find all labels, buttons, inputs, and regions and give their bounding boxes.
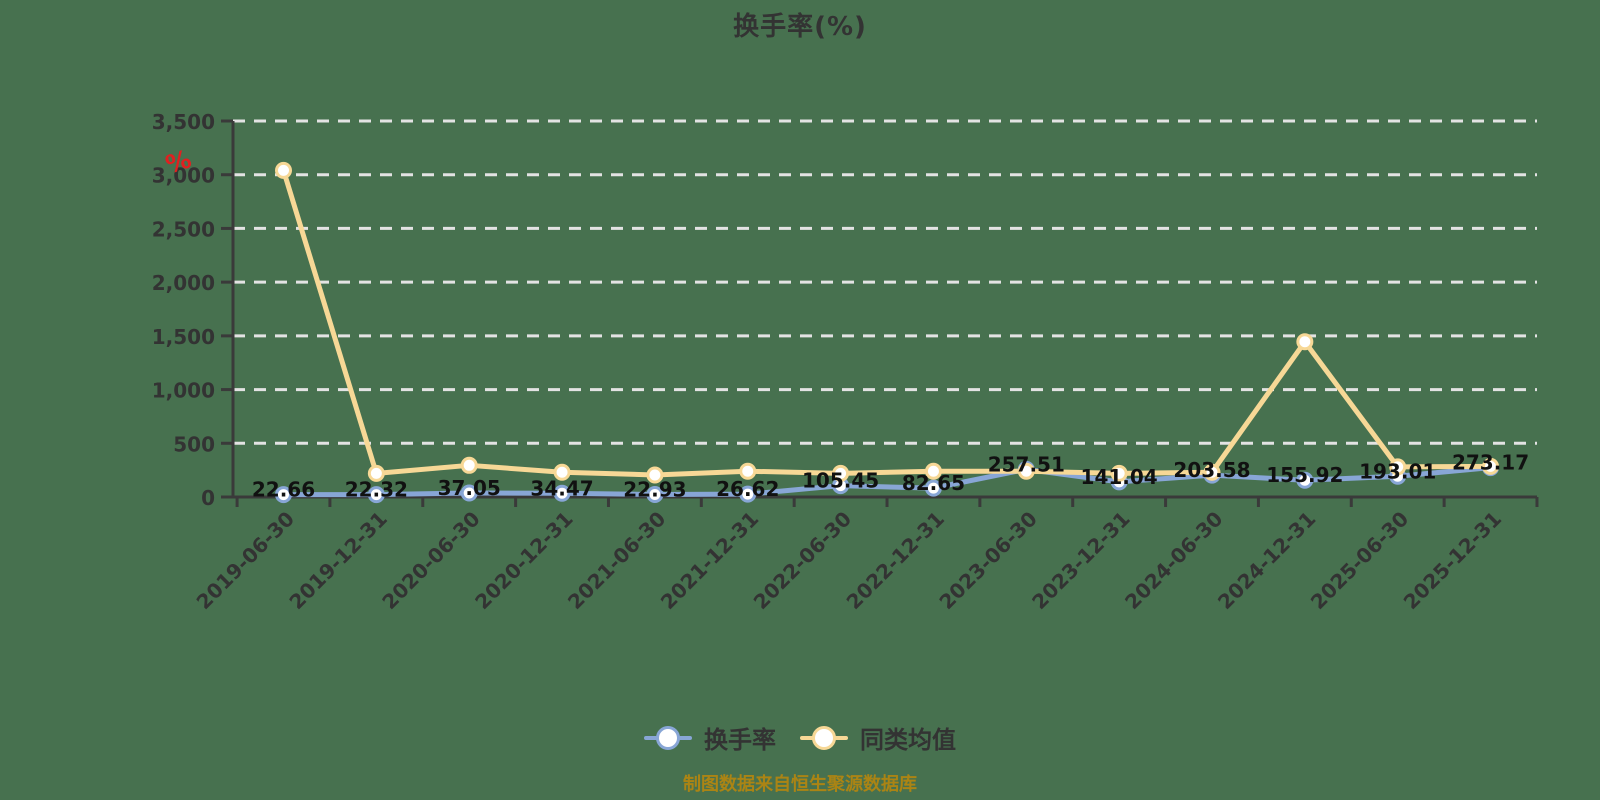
x-axis-label: 2023-12-31 <box>1027 507 1134 614</box>
data-point-turnover-rate[interactable] <box>367 486 385 504</box>
legend-label-turnover-rate: 换手率 <box>704 726 776 754</box>
y-axis-label: 0 <box>201 486 215 510</box>
x-axis-label: 2025-12-31 <box>1399 507 1506 614</box>
data-label: 26.62 <box>716 477 779 501</box>
data-point-turnover-rate[interactable] <box>553 484 571 502</box>
data-label: 193.01 <box>1359 459 1436 483</box>
chart-title: 换手率(%) <box>733 12 867 42</box>
y-axis-label: 3,500 <box>152 110 215 134</box>
data-source-caption: 制图数据来自恒生聚源数据库 <box>683 774 917 795</box>
data-point-peer-average[interactable] <box>646 466 664 484</box>
data-point-peer-average[interactable] <box>832 464 850 482</box>
x-axis-label: 2024-12-31 <box>1213 507 1320 614</box>
x-axis-label: 2022-06-30 <box>749 507 856 614</box>
x-axis-label: 2019-06-30 <box>192 507 299 614</box>
x-axis-label: 2021-12-31 <box>656 507 763 614</box>
x-axis-label: 2024-06-30 <box>1120 507 1227 614</box>
data-point-turnover-rate[interactable] <box>924 479 942 497</box>
data-label: 203.58 <box>1173 458 1250 482</box>
series-turnover-rate-line <box>281 465 1494 498</box>
data-label: 141.04 <box>1081 465 1158 489</box>
data-label: 22.66 <box>252 478 315 502</box>
x-axis-label: 2021-06-30 <box>563 507 670 614</box>
data-label: 37.05 <box>438 476 501 500</box>
data-label: 155.92 <box>1266 463 1343 487</box>
series-peer-average-line <box>281 167 1494 478</box>
data-point-turnover-rate[interactable] <box>460 484 478 502</box>
data-point-turnover-rate[interactable] <box>275 486 292 504</box>
y-axis-label: 500 <box>173 432 215 456</box>
x-axis-label: 2025-06-30 <box>1306 507 1413 614</box>
data-point-turnover-rate[interactable] <box>739 485 757 503</box>
legend-label-peer-average: 同类均值 <box>860 726 956 754</box>
data-label: 105.45 <box>802 469 879 493</box>
legend: 换手率 同类均值 <box>0 720 1600 755</box>
data-point-peer-average[interactable] <box>1389 458 1407 476</box>
legend-item-peer-average[interactable]: 同类均值 <box>800 720 956 755</box>
x-axis-label: 2022-12-31 <box>842 507 949 614</box>
data-point-peer-average[interactable] <box>367 464 385 482</box>
data-label: 273.17 <box>1452 451 1529 475</box>
x-axis-label: 2020-06-30 <box>377 507 484 614</box>
y-axis-label: 2,500 <box>152 217 215 241</box>
data-point-turnover-rate[interactable] <box>646 486 664 504</box>
data-label: 22.32 <box>345 478 408 502</box>
data-label: 34.47 <box>530 476 593 500</box>
data-point-peer-average[interactable] <box>1110 464 1128 482</box>
y-axis-label: 1,000 <box>152 379 215 403</box>
legend-marker-peer-average-icon <box>800 725 848 751</box>
data-point-peer-average[interactable] <box>1017 462 1035 480</box>
data-point-peer-average[interactable] <box>1482 457 1500 475</box>
data-label: 82.65 <box>902 471 965 495</box>
data-point-peer-average[interactable] <box>739 462 757 480</box>
y-axis-label: 1,500 <box>152 325 215 349</box>
data-point-peer-average[interactable] <box>924 462 942 480</box>
y-axis-label: 3,000 <box>152 164 215 188</box>
x-axis-label: 2019-12-31 <box>284 507 391 614</box>
data-point-peer-average[interactable] <box>460 456 478 474</box>
data-point-peer-average[interactable] <box>1203 463 1221 481</box>
data-point-peer-average[interactable] <box>553 463 571 481</box>
legend-marker-turnover-rate-icon <box>644 725 692 751</box>
x-axis-label: 2023-06-30 <box>934 507 1041 614</box>
legend-item-turnover-rate[interactable]: 换手率 <box>644 720 776 755</box>
data-point-peer-average[interactable] <box>1296 333 1314 351</box>
x-axis-label: 2020-12-31 <box>470 507 577 614</box>
data-point-turnover-rate[interactable] <box>1296 471 1314 489</box>
data-label: 257.51 <box>988 452 1065 476</box>
data-point-peer-average[interactable] <box>275 161 292 179</box>
y-axis-label: 2,000 <box>152 271 215 295</box>
data-label: 22.93 <box>623 478 686 502</box>
